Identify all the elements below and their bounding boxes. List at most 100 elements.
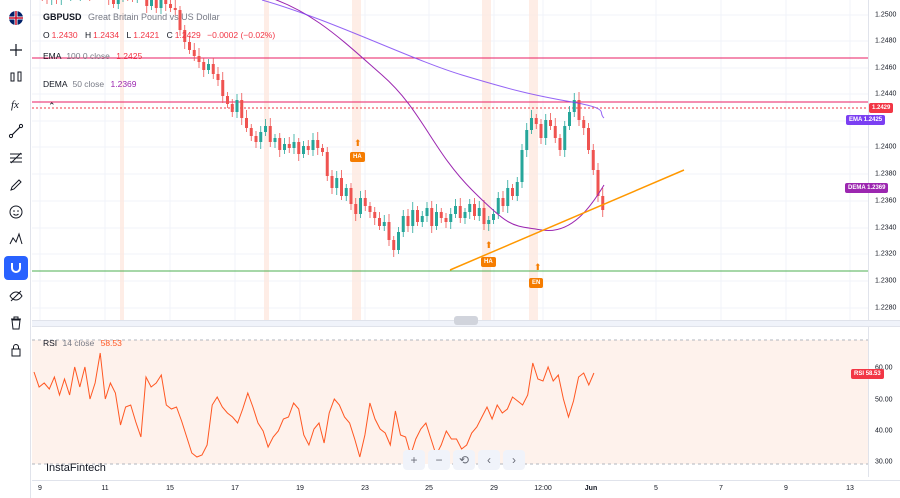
rsi-scale[interactable]: 60.00 50.00 40.00 30.00 <box>868 327 900 477</box>
candle <box>411 210 415 226</box>
ema-params: 100 0 close <box>66 51 110 61</box>
brush-icon[interactable] <box>4 173 28 197</box>
low-label: L <box>126 30 132 40</box>
candle <box>273 138 277 142</box>
main-chart[interactable] <box>32 0 868 320</box>
time-tick: 17 <box>231 485 239 492</box>
price-tick: 1.2360 <box>875 197 897 205</box>
lock-icon[interactable] <box>4 338 28 362</box>
ema-legend[interactable]: EMA 100 0 close 1.2425 <box>43 50 142 62</box>
signal-label: HA <box>481 257 496 267</box>
candle <box>116 0 120 4</box>
candle <box>473 204 476 216</box>
price-tick: 1.2460 <box>875 64 897 72</box>
price-chart-canvas[interactable] <box>32 0 868 320</box>
chart-type-icon[interactable] <box>4 65 28 89</box>
candle <box>454 206 457 214</box>
price-scale[interactable]: 1.2500 1.2480 1.2460 1.2440 1.2400 1.238… <box>868 0 900 320</box>
candle <box>112 0 115 4</box>
candle <box>482 208 486 224</box>
candle <box>302 146 305 154</box>
reset-chart-button[interactable]: ⟲ <box>453 450 475 470</box>
trend-line-icon[interactable] <box>4 119 28 143</box>
candle <box>515 182 519 196</box>
price-tick: 1.2320 <box>875 250 897 258</box>
candle <box>449 214 453 222</box>
symbol-description: Great Britain Pound vs US Dollar <box>88 12 220 22</box>
candle <box>159 0 163 8</box>
candle <box>211 64 215 74</box>
time-axis[interactable]: 9 11 15 17 19 23 25 29 12:00 Jun 5 7 9 1… <box>32 480 900 498</box>
rsi-legend[interactable]: RSI 14 close 58.53 <box>43 337 122 349</box>
last-price-badge: 1.2429 <box>869 103 894 113</box>
candle <box>192 50 196 56</box>
zoom-in-button[interactable]: + <box>403 450 425 470</box>
price-tick: 1.2380 <box>875 170 897 178</box>
candle <box>226 96 229 104</box>
candle <box>463 212 467 218</box>
candle <box>577 100 581 120</box>
crosshair-icon[interactable] <box>4 38 28 62</box>
price-tick: 1.2440 <box>875 90 897 98</box>
session-band <box>120 0 124 320</box>
candle <box>297 142 301 154</box>
scroll-left-button[interactable]: ‹ <box>478 450 500 470</box>
signal-arrow-icon: ⬆ <box>354 138 362 148</box>
fib-icon[interactable] <box>4 146 28 170</box>
price-tick: 1.2480 <box>875 37 897 45</box>
patterns-icon[interactable] <box>4 227 28 251</box>
left-toolbar: fx <box>0 0 31 498</box>
candle <box>511 188 514 196</box>
hide-drawings-icon[interactable] <box>4 284 28 308</box>
candle <box>169 4 172 8</box>
time-tick: 29 <box>490 485 498 492</box>
rsi-label: RSI <box>43 338 58 348</box>
candle <box>240 100 244 118</box>
dema-badge: DEMA 1.2369 <box>845 183 889 193</box>
zoom-controls: + − ⟲ ‹ › <box>403 450 525 472</box>
candle <box>568 112 571 126</box>
emoji-icon[interactable] <box>4 200 28 224</box>
candle <box>544 120 548 138</box>
candle <box>330 176 334 188</box>
candle <box>420 216 424 222</box>
candle <box>325 152 329 176</box>
change-value: −0.0002 (−0.02%) <box>207 30 276 40</box>
candle <box>259 132 263 142</box>
rsi-band <box>32 340 868 464</box>
rsi-badge: RSI 58.53 <box>851 369 884 379</box>
flag-icon[interactable] <box>4 6 28 30</box>
zoom-out-button[interactable]: − <box>428 450 450 470</box>
magnet-icon[interactable] <box>4 256 28 280</box>
close-label: C <box>166 30 173 40</box>
time-tick: 11 <box>101 485 109 492</box>
price-tick: 1.2300 <box>875 277 897 285</box>
dema-legend[interactable]: DEMA 50 close 1.2369 <box>43 78 137 90</box>
candle <box>183 30 187 42</box>
high-value: 1.2434 <box>93 30 120 40</box>
candle <box>268 126 272 142</box>
candle <box>534 118 538 124</box>
collapse-legend-icon[interactable]: ⌃ <box>48 101 56 111</box>
candle <box>496 198 500 214</box>
symbol-name[interactable]: GBPUSD <box>43 12 82 22</box>
scroll-right-button[interactable]: › <box>503 450 525 470</box>
candle <box>406 216 410 226</box>
pane-resize-handle[interactable] <box>454 316 478 325</box>
candle <box>416 210 419 222</box>
rsi-tick: 40.00 <box>875 427 893 435</box>
session-band <box>529 0 538 320</box>
ohlc-legend: O 1.2430 H 1.2434 L 1.2421 C 1.2429 −0.0002 … <box>43 29 275 41</box>
time-tick: 23 <box>361 485 369 492</box>
candle <box>349 188 353 204</box>
candle <box>316 140 320 148</box>
trash-icon[interactable] <box>4 311 28 335</box>
candle <box>335 178 339 188</box>
indicators-icon[interactable]: fx <box>4 92 28 116</box>
price-tick: 1.2400 <box>875 143 897 151</box>
rsi-chart-canvas[interactable] <box>32 327 868 477</box>
candle <box>202 62 206 70</box>
rsi-pane[interactable] <box>32 327 868 477</box>
signal-label: HA <box>350 152 365 162</box>
time-tick: 25 <box>425 485 433 492</box>
